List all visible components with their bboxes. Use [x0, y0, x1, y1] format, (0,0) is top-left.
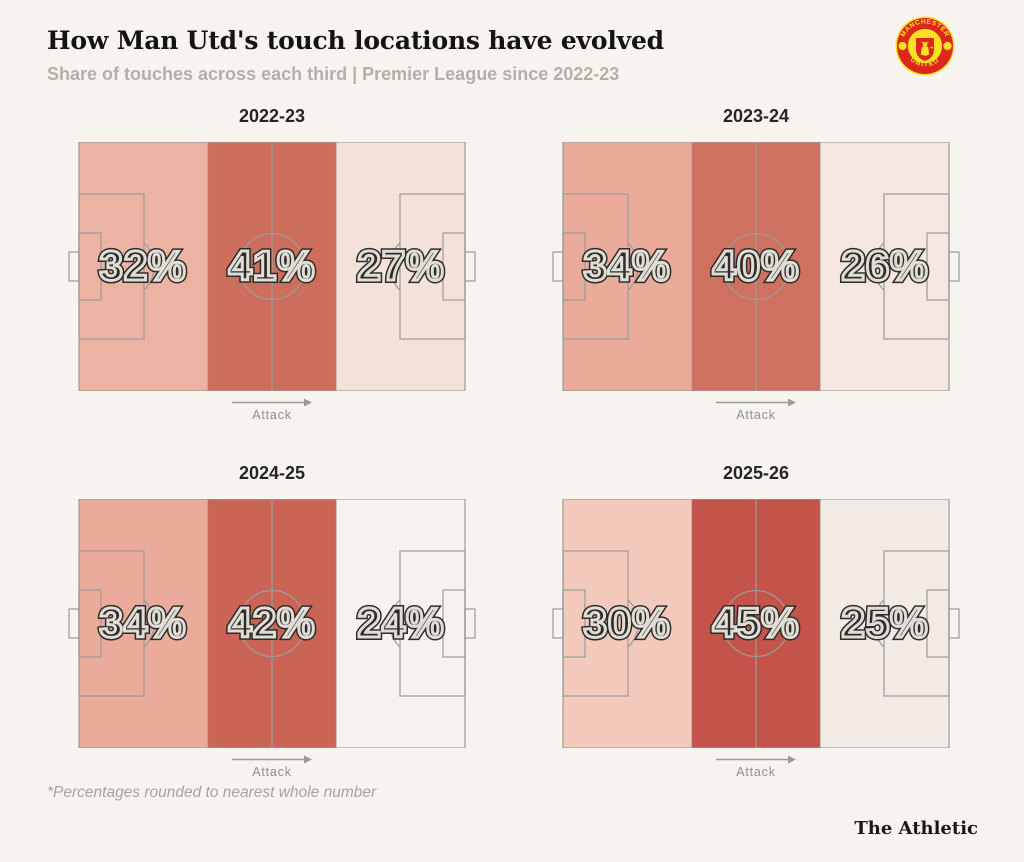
defensive-third-value: 34% 34% — [96, 599, 188, 647]
pitch-markings — [552, 142, 960, 391]
attack-direction: Attack — [551, 398, 961, 422]
season-title: 2024-25 — [238, 463, 306, 483]
pitch-markings — [552, 499, 960, 748]
attack-direction: Attack — [67, 398, 477, 422]
attack-label: Attack — [252, 408, 292, 422]
attack-arrow-icon — [232, 398, 312, 407]
attack-arrow-icon — [716, 398, 796, 407]
pitch-2025-26: 30% 30% 45% 45% 25% 25% — [551, 499, 961, 748]
attack-direction: Attack — [551, 755, 961, 779]
season-title: 2023-24 — [722, 106, 790, 126]
attack-arrow-icon — [232, 755, 312, 764]
season-title: 2022-23 — [238, 106, 306, 126]
season-panel-2023-24: 2023-24 — [551, 104, 961, 422]
attacking-third-value: 24% 24% — [354, 599, 446, 647]
middle-third-value: 41% 41% — [225, 242, 317, 290]
season-panel-2024-25: 2024-25 — [67, 461, 477, 779]
attack-direction: Attack — [67, 755, 477, 779]
manchester-united-crest-logo: MANCHESTER UNITED — [895, 16, 955, 76]
season-panel-2025-26: 2025-26 — [551, 461, 961, 779]
the-athletic-logo: The Athletic — [854, 818, 978, 839]
pitch-2023-24: 34% 34% 40% 40% 26% 26% — [551, 142, 961, 391]
attacking-third-value: 27% 27% — [354, 242, 446, 290]
defensive-third-value: 34% 34% — [580, 242, 672, 290]
attack-label: Attack — [736, 765, 776, 779]
middle-third-value: 42% 42% — [225, 599, 317, 647]
pitch-2024-25: 34% 34% 42% 42% 24% 24% — [67, 499, 477, 748]
pitch-markings — [68, 142, 476, 391]
attacking-third-value: 26% 26% — [838, 242, 930, 290]
page-title: How Man Utd's touch locations have evolv… — [47, 26, 664, 55]
footnote: *Percentages rounded to nearest whole nu… — [47, 784, 377, 801]
pitch-markings — [68, 499, 476, 748]
middle-third-value: 45% 45% — [709, 599, 801, 647]
pitch-2022-23: 32% 32% 41% 41% 27% 27% — [67, 142, 477, 391]
attack-label: Attack — [736, 408, 776, 422]
defensive-third-value: 30% 30% — [580, 599, 672, 647]
attack-arrow-icon — [716, 755, 796, 764]
defensive-third-value: 32% 32% — [96, 242, 188, 290]
season-panel-2022-23: 2022-23 — [67, 104, 477, 422]
attacking-third-value: 25% 25% — [838, 599, 930, 647]
season-title: 2025-26 — [722, 463, 790, 483]
middle-third-value: 40% 40% — [709, 242, 801, 290]
crest-devil-icon — [920, 41, 933, 56]
page-subtitle: Share of touches across each third | Pre… — [47, 64, 620, 84]
attack-label: Attack — [252, 765, 292, 779]
